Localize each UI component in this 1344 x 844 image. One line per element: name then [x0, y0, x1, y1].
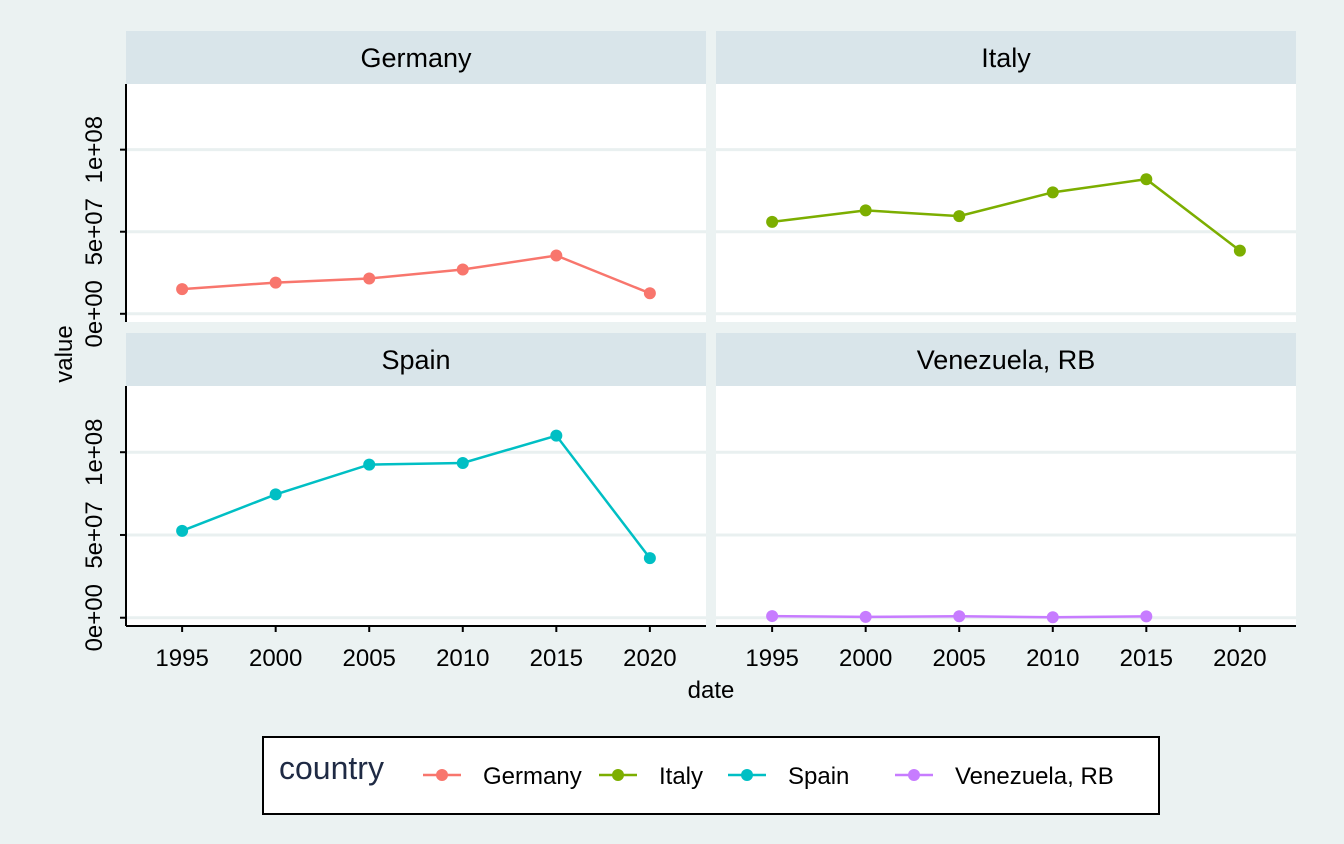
legend-label: Italy — [659, 763, 703, 790]
x-tick-label: 2010 — [1026, 645, 1079, 672]
legend-label: Venezuela, RB — [955, 763, 1114, 790]
data-point — [550, 429, 563, 442]
x-tick-label: 2005 — [933, 645, 986, 672]
plot-area — [126, 84, 706, 322]
legend-item-spain: Spain — [728, 763, 849, 790]
facet-strip — [126, 333, 706, 386]
plot-area — [126, 386, 706, 626]
facet-strip-label: Spain — [381, 345, 450, 375]
series-line-spain — [181, 434, 651, 559]
data-point — [456, 456, 469, 469]
data-point — [1140, 610, 1153, 623]
x-tick-label: 2015 — [1120, 645, 1173, 672]
x-tick-label: 2015 — [530, 645, 583, 672]
legend: country Germany Italy Spain Venezuela, RB — [262, 736, 1160, 815]
x-tick-label: 2000 — [839, 645, 892, 672]
data-point — [766, 215, 779, 228]
facet-panel-italy: Italy — [716, 31, 1296, 322]
data-point — [643, 552, 656, 565]
data-point — [1046, 611, 1059, 624]
facet-strip-label: Germany — [360, 43, 472, 73]
x-axis-title: date — [688, 677, 735, 704]
y-axis-title: value — [51, 325, 78, 382]
x-tick-label: 2010 — [436, 645, 489, 672]
facet-strip — [126, 31, 706, 84]
legend-title: country — [279, 750, 384, 786]
data-point — [859, 610, 872, 623]
legend-label: Spain — [788, 763, 849, 790]
data-point — [456, 263, 469, 276]
x-tick-label: 2005 — [343, 645, 396, 672]
x-tick-label: 1995 — [155, 645, 208, 672]
data-point — [269, 276, 282, 289]
data-point — [269, 488, 282, 501]
facet-panel-germany: Germany — [126, 31, 706, 322]
data-point — [766, 610, 779, 623]
data-point — [363, 272, 376, 285]
legend-box — [262, 736, 1160, 815]
legend-item-germany: Germany — [423, 763, 582, 790]
legend-item-venezuela-rb: Venezuela, RB — [895, 763, 1114, 790]
legend-marker — [741, 769, 753, 781]
plot-area — [716, 386, 1296, 626]
y-tick-label: 1e+08 — [81, 116, 108, 183]
legend-marker — [436, 769, 448, 781]
series-line-italy — [771, 177, 1241, 252]
data-point — [953, 610, 966, 623]
y-tick-label: 5e+07 — [81, 198, 108, 265]
legend-items: Germany Italy Spain Venezuela, RB — [423, 763, 1114, 790]
series-line-germany — [182, 254, 651, 295]
facet-strip-label: Venezuela, RB — [917, 345, 1096, 375]
legend-marker — [908, 769, 920, 781]
x-tick-label: 1995 — [745, 645, 798, 672]
facet-strip — [716, 31, 1296, 84]
data-point — [363, 458, 376, 471]
x-tick-label: 2000 — [249, 645, 302, 672]
data-point — [1046, 186, 1059, 199]
data-point — [643, 287, 656, 300]
y-tick-label: 0e+00 — [81, 280, 108, 347]
y-tick-label: 1e+08 — [81, 419, 108, 486]
y-tick-label: 5e+07 — [81, 501, 108, 568]
legend-marker — [612, 769, 624, 781]
facet-strip — [716, 333, 1296, 386]
y-tick-label: 0e+00 — [81, 584, 108, 651]
facet-panel-spain: Spain — [126, 333, 706, 626]
facet-strip-label: Italy — [981, 43, 1031, 73]
data-point — [953, 210, 966, 223]
data-point — [176, 283, 189, 296]
data-point — [176, 524, 189, 537]
facet-panel-venezuela-rb: Venezuela, RB — [716, 333, 1296, 626]
x-tick-label: 2020 — [623, 645, 676, 672]
data-point — [1140, 173, 1153, 186]
data-point — [859, 204, 872, 217]
legend-label: Germany — [483, 763, 582, 790]
legend-item-italy: Italy — [599, 763, 703, 790]
axes: 0e+00 5e+07 1e+08 0e+00 5e+07 1e+08 1995 2000 20… — [81, 84, 1296, 672]
facet-panels: Germany Italy Spain Venezuela, RB — [126, 31, 1296, 626]
x-tick-label: 2020 — [1213, 645, 1266, 672]
data-point — [1233, 244, 1246, 257]
data-point — [550, 249, 563, 262]
